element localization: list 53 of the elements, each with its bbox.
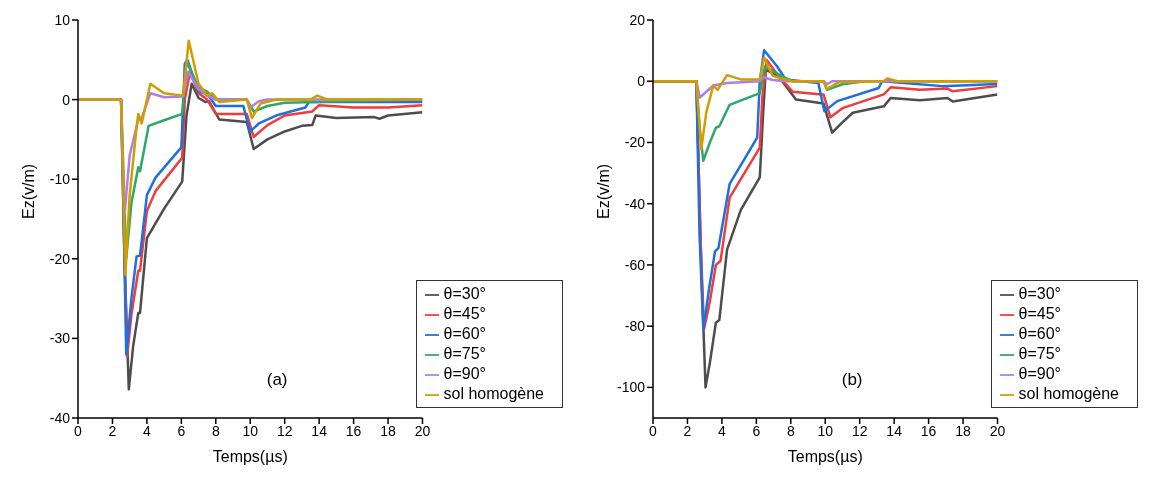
x-tick-label: 6 [752, 422, 761, 439]
y-tick-label: -20 [49, 250, 71, 267]
legend-label: θ=45° [1018, 305, 1061, 322]
y-axis-title: Ez(v/m) [594, 163, 612, 219]
x-tick-label: 20 [414, 422, 431, 439]
legend-label: θ=90° [443, 365, 486, 382]
x-tick-label: 8 [786, 422, 795, 439]
x-tick-label: 6 [177, 422, 186, 439]
y-tick-label: 10 [54, 11, 71, 28]
legend-label: θ=90° [1018, 365, 1061, 382]
x-tick-label: 12 [276, 422, 293, 439]
y-tick-label: -10 [49, 171, 71, 188]
x-tick-label: 10 [242, 422, 259, 439]
annotation: (b) [841, 370, 863, 391]
x-tick-label: 4 [143, 422, 151, 439]
legend-label: θ=75° [443, 345, 486, 362]
legend-label: θ=75° [1018, 345, 1061, 362]
x-tick-label: 18 [380, 422, 397, 439]
y-tick-label: -40 [624, 195, 646, 212]
y-axis-title: Ez(v/m) [19, 163, 37, 219]
x-tick-label: 0 [74, 422, 83, 439]
legend-label: θ=60° [443, 325, 486, 342]
y-tick-label: -60 [624, 256, 646, 273]
x-tick-label: 2 [108, 422, 117, 439]
x-tick-label: 4 [718, 422, 726, 439]
y-tick-label: -30 [49, 330, 71, 347]
x-tick-label: 2 [683, 422, 692, 439]
x-tick-label: 12 [851, 422, 868, 439]
x-tick-label: 18 [955, 422, 972, 439]
x-tick-label: 14 [886, 422, 903, 439]
y-tick-label: -80 [624, 318, 646, 335]
x-tick-label: 16 [345, 422, 362, 439]
x-tick-label: 16 [920, 422, 937, 439]
y-tick-label: -20 [624, 134, 646, 151]
legend-label: θ=45° [443, 305, 486, 322]
y-tick-label: -40 [49, 409, 71, 426]
legend-label: sol homogène [443, 385, 544, 402]
x-tick-label: 10 [817, 422, 834, 439]
y-tick-label: 0 [62, 91, 71, 108]
x-tick-label: 8 [211, 422, 220, 439]
legend-label: θ=30° [443, 285, 486, 302]
x-tick-label: 14 [311, 422, 328, 439]
y-tick-label: 20 [629, 11, 646, 28]
y-tick-label: -100 [616, 379, 646, 396]
x-tick-label: 20 [989, 422, 1006, 439]
x-axis-title: Temps(µs) [787, 448, 863, 465]
legend-label: θ=60° [1018, 325, 1061, 342]
annotation: (a) [266, 370, 288, 391]
x-tick-label: 0 [649, 422, 658, 439]
y-tick-label: 0 [637, 73, 646, 90]
legend-label: θ=30° [1018, 285, 1061, 302]
x-axis-title: Temps(µs) [212, 448, 288, 465]
legend-label: sol homogène [1018, 385, 1119, 402]
